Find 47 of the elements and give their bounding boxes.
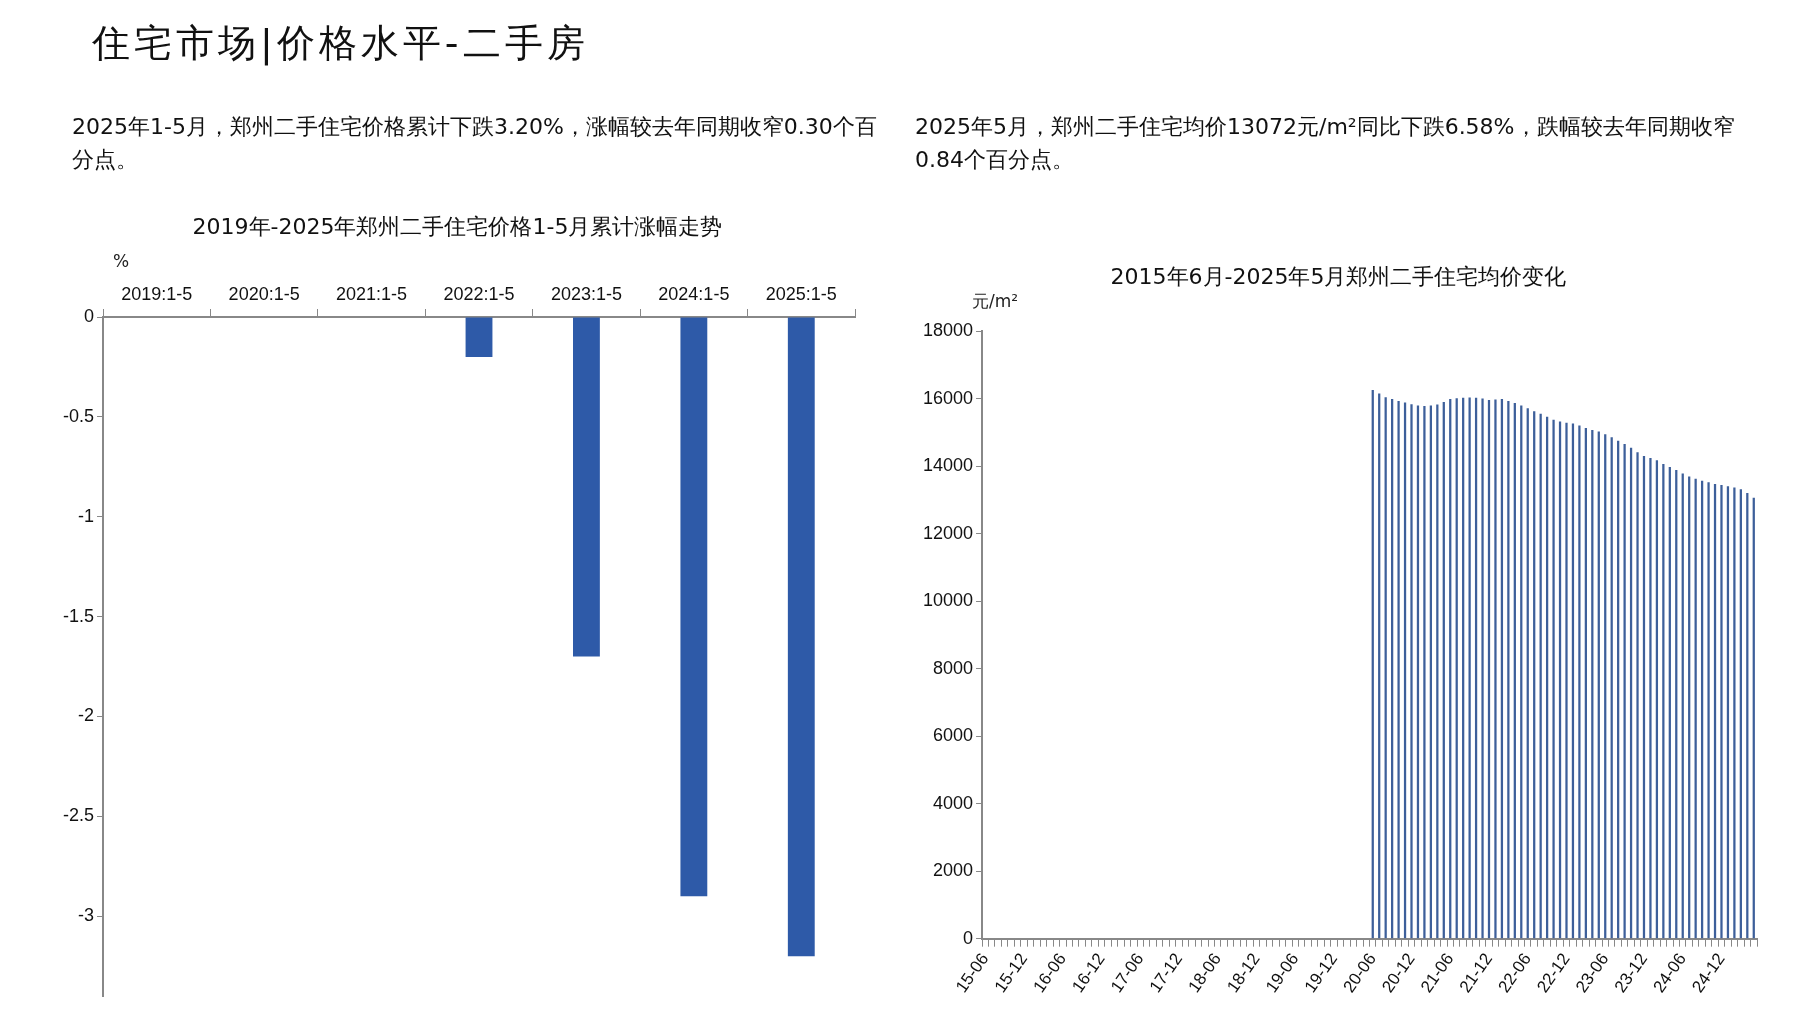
y-tick-label: -2 — [78, 705, 95, 726]
bar — [1733, 487, 1736, 939]
x-tick-label: 2020:1-5 — [228, 284, 300, 305]
bar — [1494, 399, 1497, 939]
y-tick-label: 8000 — [933, 657, 974, 678]
bar — [1410, 404, 1413, 939]
y-tick-label: 10000 — [922, 590, 974, 611]
x-tick-label: 2021:1-5 — [336, 284, 408, 305]
y-tick-label: -2.5 — [62, 805, 95, 826]
bar — [1397, 400, 1400, 939]
y-tick-label: -1 — [78, 505, 95, 526]
text: 住宅市场|价格水平-二手房 — [92, 20, 589, 68]
bar — [1552, 419, 1555, 939]
bar — [1720, 484, 1723, 939]
y-tick-label: 4000 — [933, 792, 974, 813]
y-tick-label: 12000 — [922, 522, 974, 543]
text: 2025年1-5月，郑州二手住宅价格累计下跌3.20%，涨幅较去年同期收窄0.30个百分点。 — [72, 113, 878, 174]
y-tick-label: -3 — [78, 905, 95, 926]
y-tick-label: 0 — [84, 305, 95, 326]
x-tick-label: 2019:1-5 — [121, 284, 193, 305]
bar — [1623, 444, 1626, 939]
bar — [1507, 400, 1510, 939]
chart-title: 2019年-2025年郑州二手住宅价格1-5月累计涨幅走势 — [192, 213, 723, 239]
x-tick-label: 2025:1-5 — [765, 284, 837, 305]
bar — [1481, 398, 1484, 939]
bar — [1565, 422, 1568, 939]
x-tick-label: 2023:1-5 — [550, 284, 622, 305]
y-tick-label: 18000 — [922, 320, 974, 341]
bar — [1423, 405, 1426, 939]
y-tick-label: 0 — [963, 927, 974, 948]
y-tick-label: -0.5 — [62, 405, 95, 426]
bar — [1707, 482, 1710, 939]
bar — [1578, 425, 1581, 939]
bar — [1649, 457, 1652, 939]
y-tick-label: -1.5 — [62, 605, 95, 626]
y-tick-label: 2000 — [933, 860, 974, 881]
bar — [1636, 452, 1639, 939]
y-tick-label: 14000 — [922, 455, 974, 476]
chart-title: 2015年6月-2025年5月郑州二手住宅均价变化 — [1110, 263, 1567, 289]
y-tick-label: 16000 — [922, 387, 974, 408]
y-axis-title: % — [113, 251, 130, 272]
x-tick-label: 2022:1-5 — [443, 284, 515, 305]
text: 2025年5月，郑州二手住宅均价13072元/m²同比下跌6.58%，跌幅较去年同期收窄0.84个百分点。 — [915, 113, 1735, 174]
y-tick-label: 6000 — [933, 725, 974, 746]
x-tick-label: 2024:1-5 — [658, 284, 730, 305]
y-axis-title: 元/m² — [972, 291, 1019, 312]
bar — [1468, 397, 1471, 939]
